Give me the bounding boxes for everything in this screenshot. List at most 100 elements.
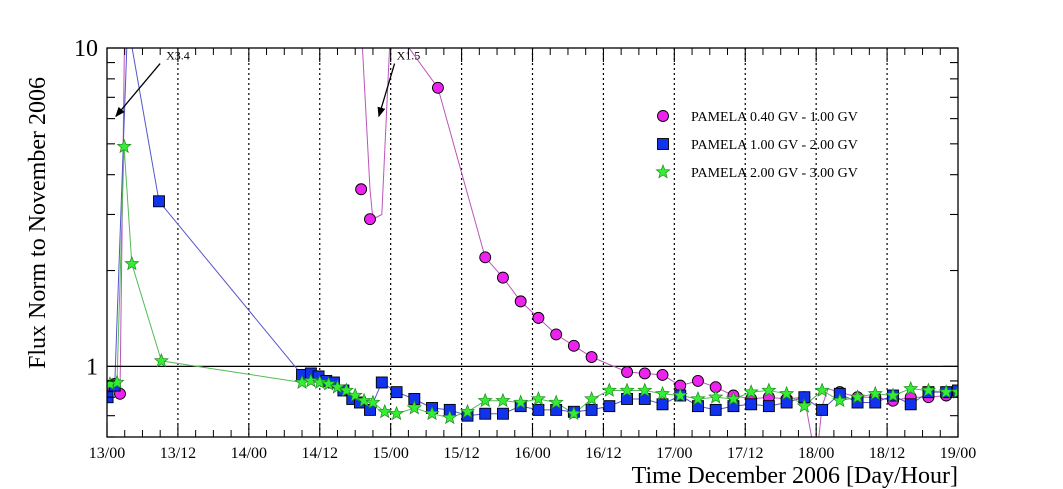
marker-star — [388, 405, 405, 421]
marker-circle — [656, 368, 669, 381]
x-tick-label: 17/00 — [656, 445, 692, 462]
marker-star — [530, 390, 546, 406]
marker-square — [816, 403, 829, 416]
marker-star — [153, 352, 169, 368]
marker-circle — [431, 81, 444, 94]
marker-square — [532, 403, 545, 416]
x-tick-label: 13/00 — [89, 445, 125, 462]
marker-square — [603, 400, 616, 413]
marker-square — [497, 407, 509, 420]
marker-star — [725, 390, 742, 406]
annotation-arrow — [377, 63, 396, 118]
marker-square — [904, 398, 917, 411]
flare-annotations: X3.4 X1.5 — [115, 49, 420, 118]
y-tick-label: 10 — [74, 36, 98, 62]
marker-star — [920, 382, 937, 397]
marker-circle — [621, 366, 634, 378]
marker-star — [832, 392, 848, 408]
x-tick-label: 19/00 — [940, 445, 976, 462]
y-axis-label: Flux Norm to November 2006 — [25, 77, 51, 369]
marker-star — [672, 387, 688, 402]
marker-square — [745, 398, 758, 411]
x-tick-label: 16/00 — [514, 445, 550, 462]
legend-entry-label: PAMELA 2.00 GV - 3.00 GV — [691, 166, 858, 181]
series-markers — [107, 81, 958, 425]
marker-star — [406, 400, 422, 415]
x-tick-label: 14/00 — [231, 445, 267, 462]
marker-circle — [550, 328, 563, 341]
marker-star — [321, 376, 337, 391]
marker-star — [690, 390, 706, 406]
marker-star — [365, 394, 381, 409]
legend-marker-circle — [657, 110, 669, 122]
x-tick-label: 14/12 — [302, 445, 338, 462]
marker-square — [709, 403, 722, 416]
marker-square — [762, 400, 775, 413]
marker-circle — [514, 295, 527, 308]
marker-star — [619, 382, 635, 397]
marker-star — [566, 405, 582, 421]
marker-circle — [355, 183, 368, 196]
marker-star — [654, 385, 671, 401]
marker-star — [637, 382, 653, 397]
marker-star — [903, 380, 919, 396]
x-tick-label: 15/00 — [372, 445, 408, 462]
marker-star — [779, 385, 795, 401]
x-tick-label: 15/12 — [443, 445, 479, 462]
marker-star — [477, 392, 493, 408]
annotation-label: X3.4 — [166, 49, 190, 63]
marker-square — [375, 376, 388, 389]
marker-star — [814, 382, 830, 397]
marker-circle — [479, 251, 492, 264]
marker-square — [390, 386, 403, 399]
x-tick-label: 16/12 — [585, 445, 621, 462]
x-tick-label: 18/00 — [798, 445, 834, 462]
marker-star — [442, 409, 458, 425]
marker-square — [585, 403, 598, 416]
legend-marker-square — [657, 138, 669, 150]
x-tick-label: 13/12 — [160, 445, 196, 462]
marker-star — [584, 390, 600, 406]
marker-star — [743, 384, 759, 399]
marker-star — [124, 255, 140, 271]
series-line — [109, 146, 958, 419]
marker-circle — [364, 213, 376, 226]
marker-star — [849, 389, 866, 404]
marker-star — [513, 394, 529, 409]
marker-square — [479, 407, 492, 420]
marker-circle — [638, 367, 651, 380]
grid — [177, 48, 888, 437]
marker-star — [312, 374, 328, 389]
marker-star — [708, 389, 724, 404]
axis-ticks: 13/00 13/12 14/00 14/12 15/00 15/12 16/00 16/12… — [74, 36, 976, 462]
legend: PAMELA 0.40 GV - 1.00 GV PAMELA 1.00 GV -… — [655, 110, 858, 181]
marker-star — [109, 374, 125, 389]
marker-star — [495, 392, 511, 408]
marker-star — [950, 384, 958, 399]
marker-star — [885, 387, 901, 402]
marker-star — [459, 403, 476, 419]
marker-star — [303, 372, 319, 388]
marker-circle — [532, 311, 545, 324]
legend-marker-star — [655, 164, 671, 179]
series-line — [109, 48, 958, 437]
marker-star — [761, 382, 777, 397]
marker-circle — [567, 339, 580, 352]
marker-star — [377, 403, 393, 419]
marker-square — [656, 398, 669, 411]
legend-entry-label: PAMELA 0.40 GV - 1.00 GV — [691, 110, 858, 125]
marker-star — [347, 387, 363, 402]
marker-star — [116, 138, 132, 154]
marker-star — [867, 385, 883, 401]
marker-star — [338, 382, 354, 397]
marker-star — [796, 398, 812, 413]
marker-star — [329, 379, 346, 394]
x-tick-label: 18/12 — [869, 445, 905, 462]
x-axis-label: Time December 2006 [Day/Hour] — [632, 463, 958, 489]
marker-star — [548, 394, 564, 409]
marker-circle — [497, 271, 509, 284]
x-tick-label: 17/12 — [727, 445, 763, 462]
marker-star — [424, 405, 440, 421]
marker-star — [601, 382, 617, 397]
